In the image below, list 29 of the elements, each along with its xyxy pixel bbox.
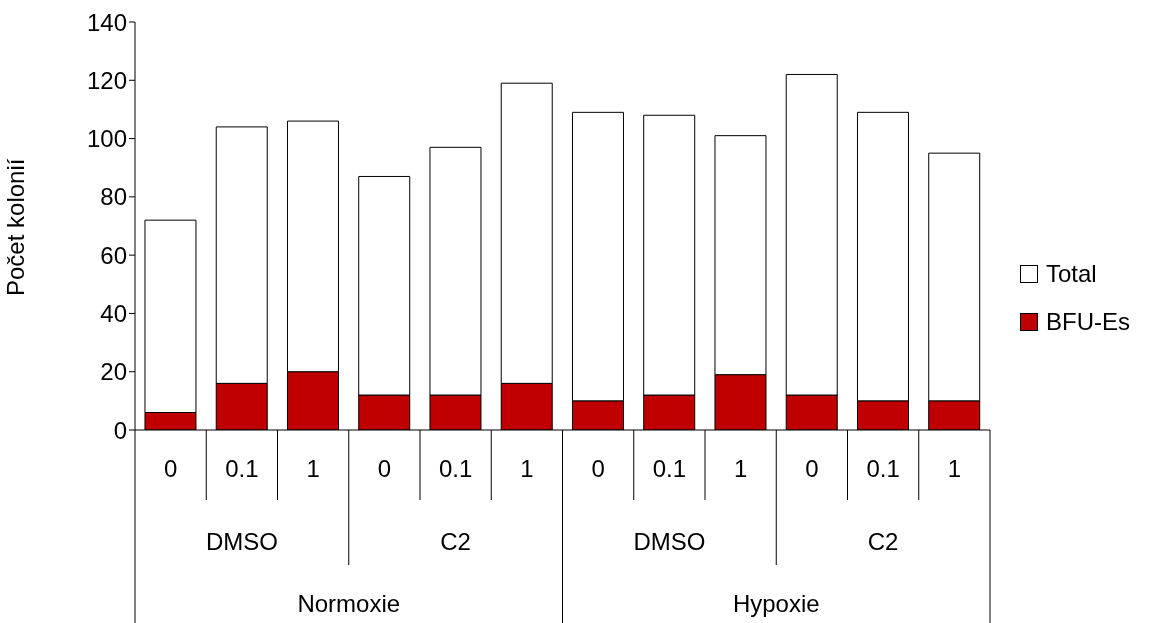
legend-label: BFU-Es [1046, 308, 1130, 336]
legend-label: Total [1046, 260, 1097, 288]
text: DMSO [205, 528, 278, 555]
y-tick-label: 20 [100, 358, 127, 386]
y-tick-label: 120 [86, 66, 127, 94]
y-tick-label: 0 [113, 416, 127, 444]
text: DMSO [633, 528, 706, 555]
y-tick-label: 80 [100, 183, 127, 211]
y-tick-label: 40 [100, 299, 127, 327]
x-tick-label: 0.1 [438, 455, 473, 483]
x-tick-label: 0.1 [225, 455, 259, 483]
y-tick-label: 100 [86, 125, 127, 153]
x-tick-label: 0 [591, 455, 605, 483]
x-tick-label: 1 [306, 455, 320, 483]
x-tick-label: 0 [805, 455, 819, 483]
x-tick-label: 0 [377, 455, 392, 483]
x-tick-label: 0.1 [866, 455, 900, 483]
x-tick-label: 0.1 [652, 455, 687, 483]
text: Hypoxie [732, 590, 820, 617]
x-tick-label: 1 [947, 455, 962, 483]
x-tick-label: 1 [733, 455, 748, 483]
y-axis-title: Počet kolonií [1, 158, 29, 296]
text: C2 [867, 528, 899, 555]
text: Normoxie [297, 590, 401, 617]
x-tick-label: 1 [520, 455, 534, 483]
text: C2 [440, 528, 471, 555]
y-tick-label: 60 [100, 241, 127, 269]
y-tick-label: 140 [86, 8, 127, 36]
x-tick-label: 0 [163, 455, 178, 483]
